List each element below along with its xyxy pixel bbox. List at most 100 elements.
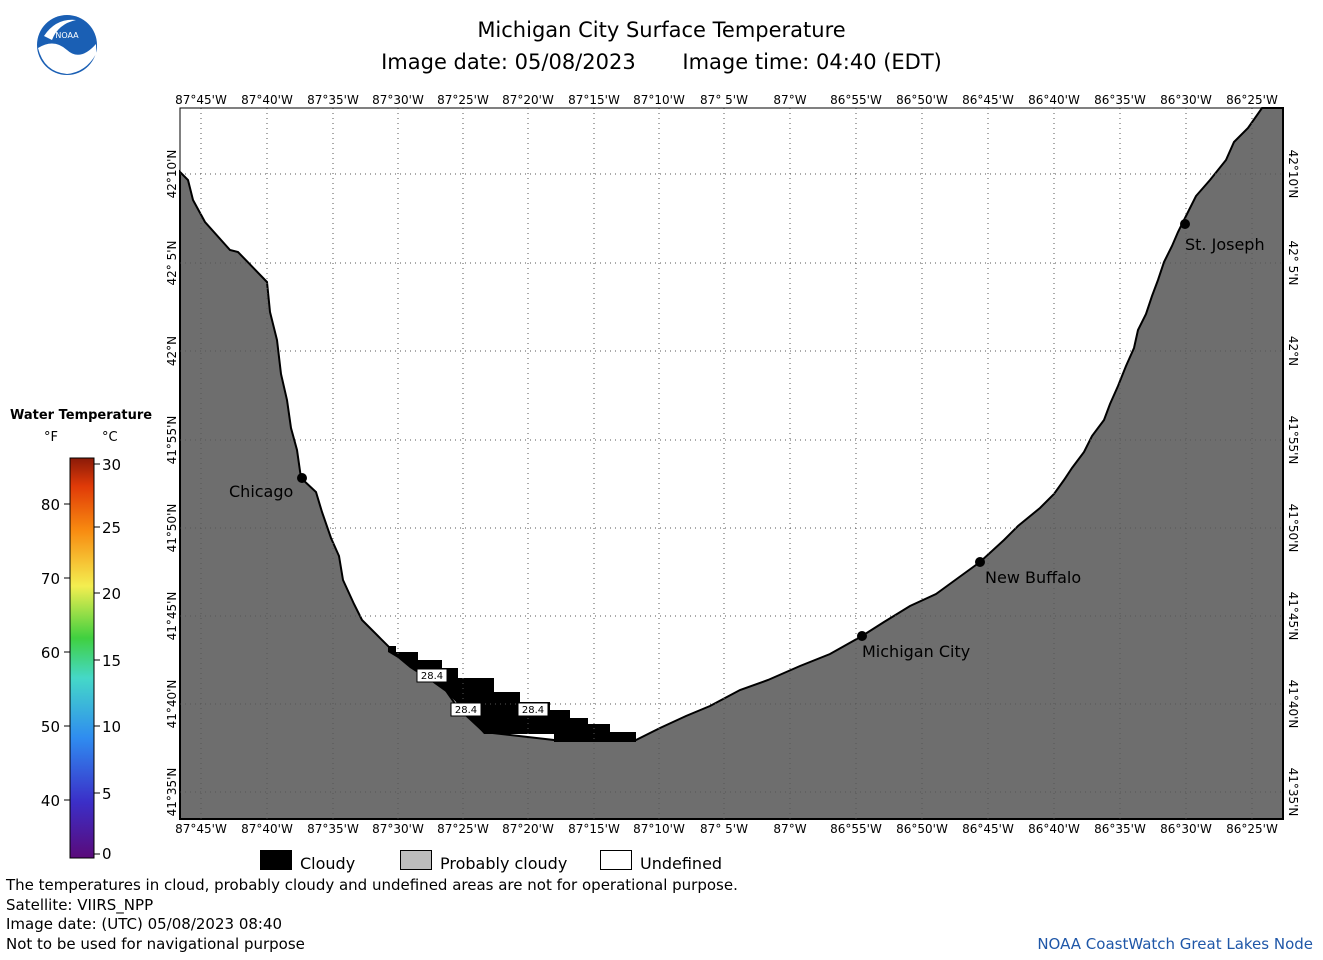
city-label: Michigan City (862, 642, 970, 661)
lon-label: 87°15'W (568, 93, 620, 107)
lon-label: 87°45'W (175, 93, 227, 107)
key-label: Undefined (640, 854, 723, 873)
lat-label: 41°55'N (165, 416, 179, 465)
colorbar-c-tick: 10 (102, 718, 121, 736)
svg-text:28.4: 28.4 (455, 705, 477, 716)
map-title: Michigan City Surface Temperature (477, 18, 846, 42)
colorbar-f-tick: 70 (41, 570, 60, 588)
logo-text: NOAA (55, 31, 79, 40)
lat-label: 42°N (1286, 336, 1300, 366)
footer-node: NOAA CoastWatch Great Lakes Node (1037, 935, 1313, 953)
colorbar-f-tick: 80 (41, 496, 60, 514)
lon-label: 87°15'W (568, 822, 620, 836)
lon-label: 87°W (773, 822, 806, 836)
lat-label: 41°40'N (165, 680, 179, 729)
colorbar-c-tick: 20 (102, 585, 121, 603)
lon-label: 87°30'W (372, 93, 424, 107)
footer-note: The temperatures in cloud, probably clou… (6, 876, 738, 894)
lat-label: 41°50'N (1286, 504, 1300, 553)
lat-label: 41°35'N (165, 768, 179, 817)
lon-labels-bottom: 87°45'W 87°40'W 87°35'W 87°30'W 87°25'W … (175, 822, 1278, 836)
city-label: St. Joseph (1185, 235, 1265, 254)
lon-label: 86°50'W (896, 822, 948, 836)
colorbar-f-tick: 40 (41, 792, 60, 810)
lon-label: 86°40'W (1028, 93, 1080, 107)
city-michigan-city: Michigan City (857, 631, 970, 661)
lon-label: 86°30'W (1160, 93, 1212, 107)
lat-label: 41°45'N (165, 592, 179, 641)
lon-label: 87° 5'W (700, 93, 748, 107)
lon-label: 87°20'W (502, 822, 554, 836)
lat-labels-right: 42°10'N 42° 5'N 42°N 41°55'N 41°50'N 41°… (1286, 150, 1300, 817)
lon-label: 87°35'W (307, 93, 359, 107)
graticule (180, 108, 1283, 819)
lat-label: 41°45'N (1286, 592, 1300, 641)
city-marker (857, 631, 867, 641)
svg-text:28.4: 28.4 (421, 671, 443, 682)
colorbar-c-tick: 15 (102, 652, 121, 670)
lat-label: 41°40'N (1286, 680, 1300, 729)
image-datetime: Image date: 05/08/2023 Image time: 04:40… (0, 50, 1323, 74)
lat-label: 42° 5'N (1286, 241, 1300, 286)
cloudy-swatch (260, 850, 292, 870)
city-new-buffalo: New Buffalo (975, 557, 1081, 587)
city-chicago: Chicago (229, 473, 307, 501)
lon-label: 87°10'W (633, 822, 685, 836)
lon-label: 87°10'W (633, 93, 685, 107)
legend-title: Water Temperature (10, 408, 153, 423)
lon-label: 86°40'W (1028, 822, 1080, 836)
lat-label: 41°35'N (1286, 768, 1300, 817)
lat-label: 42°10'N (165, 150, 179, 199)
city-st-joseph: St. Joseph (1180, 219, 1265, 254)
lon-label: 86°25'W (1226, 93, 1278, 107)
lon-label: 86°35'W (1094, 822, 1146, 836)
footer-satellite: Satellite: VIIRS_NPP (6, 896, 154, 914)
temperature-colorbar: 80 70 60 50 40 30 25 20 15 10 5 0 (41, 456, 121, 863)
temp-label: 28.4 (416, 668, 448, 683)
noaa-logo: NOAA (37, 15, 97, 75)
cloud-area (388, 646, 636, 742)
svg-text:28.4: 28.4 (522, 705, 544, 716)
lon-label: 87°30'W (372, 822, 424, 836)
colorbar-c-tick: 25 (102, 519, 121, 537)
probably-cloudy-swatch (400, 850, 432, 870)
lon-label: 86°55'W (830, 93, 882, 107)
lat-label: 42°10'N (1286, 150, 1300, 199)
city-label: Chicago (229, 482, 293, 501)
temp-label: 28.4 (517, 702, 549, 717)
city-marker (297, 473, 307, 483)
lon-label: 87°35'W (307, 822, 359, 836)
undefined-swatch (600, 850, 632, 870)
city-marker (975, 557, 985, 567)
key-label: Probably cloudy (440, 854, 568, 873)
lat-label: 42° 5'N (165, 241, 179, 286)
lat-label: 41°55'N (1286, 416, 1300, 465)
image-time: Image time: 04:40 (EDT) (682, 50, 942, 74)
city-marker (1180, 219, 1190, 229)
lon-labels-top: 87°45'W 87°40'W 87°35'W 87°30'W 87°25'W … (175, 93, 1278, 107)
lat-label: 41°50'N (165, 504, 179, 553)
lon-label: 86°25'W (1226, 822, 1278, 836)
colorbar-f-tick: 50 (41, 718, 60, 736)
lon-label: 86°45'W (962, 93, 1014, 107)
map-frame (179, 107, 1284, 820)
legend-unit-c: °C (102, 430, 118, 445)
footer-utc-date: Image date: (UTC) 05/08/2023 08:40 (6, 915, 283, 933)
lat-label: 42°N (165, 336, 179, 366)
colorbar-c-tick: 5 (102, 785, 112, 803)
lon-label: 86°55'W (830, 822, 882, 836)
colorbar-f-tick: 60 (41, 644, 60, 662)
lon-label: 87°40'W (241, 822, 293, 836)
colorbar-c-tick: 30 (102, 456, 121, 474)
city-label: New Buffalo (985, 568, 1081, 587)
lon-label: 87° 5'W (700, 822, 748, 836)
lon-label: 86°35'W (1094, 93, 1146, 107)
lon-label: 86°50'W (896, 93, 948, 107)
footer-navigation: Not to be used for navigational purpose (6, 935, 305, 953)
colorbar-c-tick: 0 (102, 845, 112, 863)
lon-label: 87°W (773, 93, 806, 107)
legend-unit-f: °F (44, 430, 58, 445)
lat-labels-left: 42°10'N 42° 5'N 42°N 41°55'N 41°50'N 41°… (165, 150, 179, 817)
key-label: Cloudy (300, 854, 356, 873)
